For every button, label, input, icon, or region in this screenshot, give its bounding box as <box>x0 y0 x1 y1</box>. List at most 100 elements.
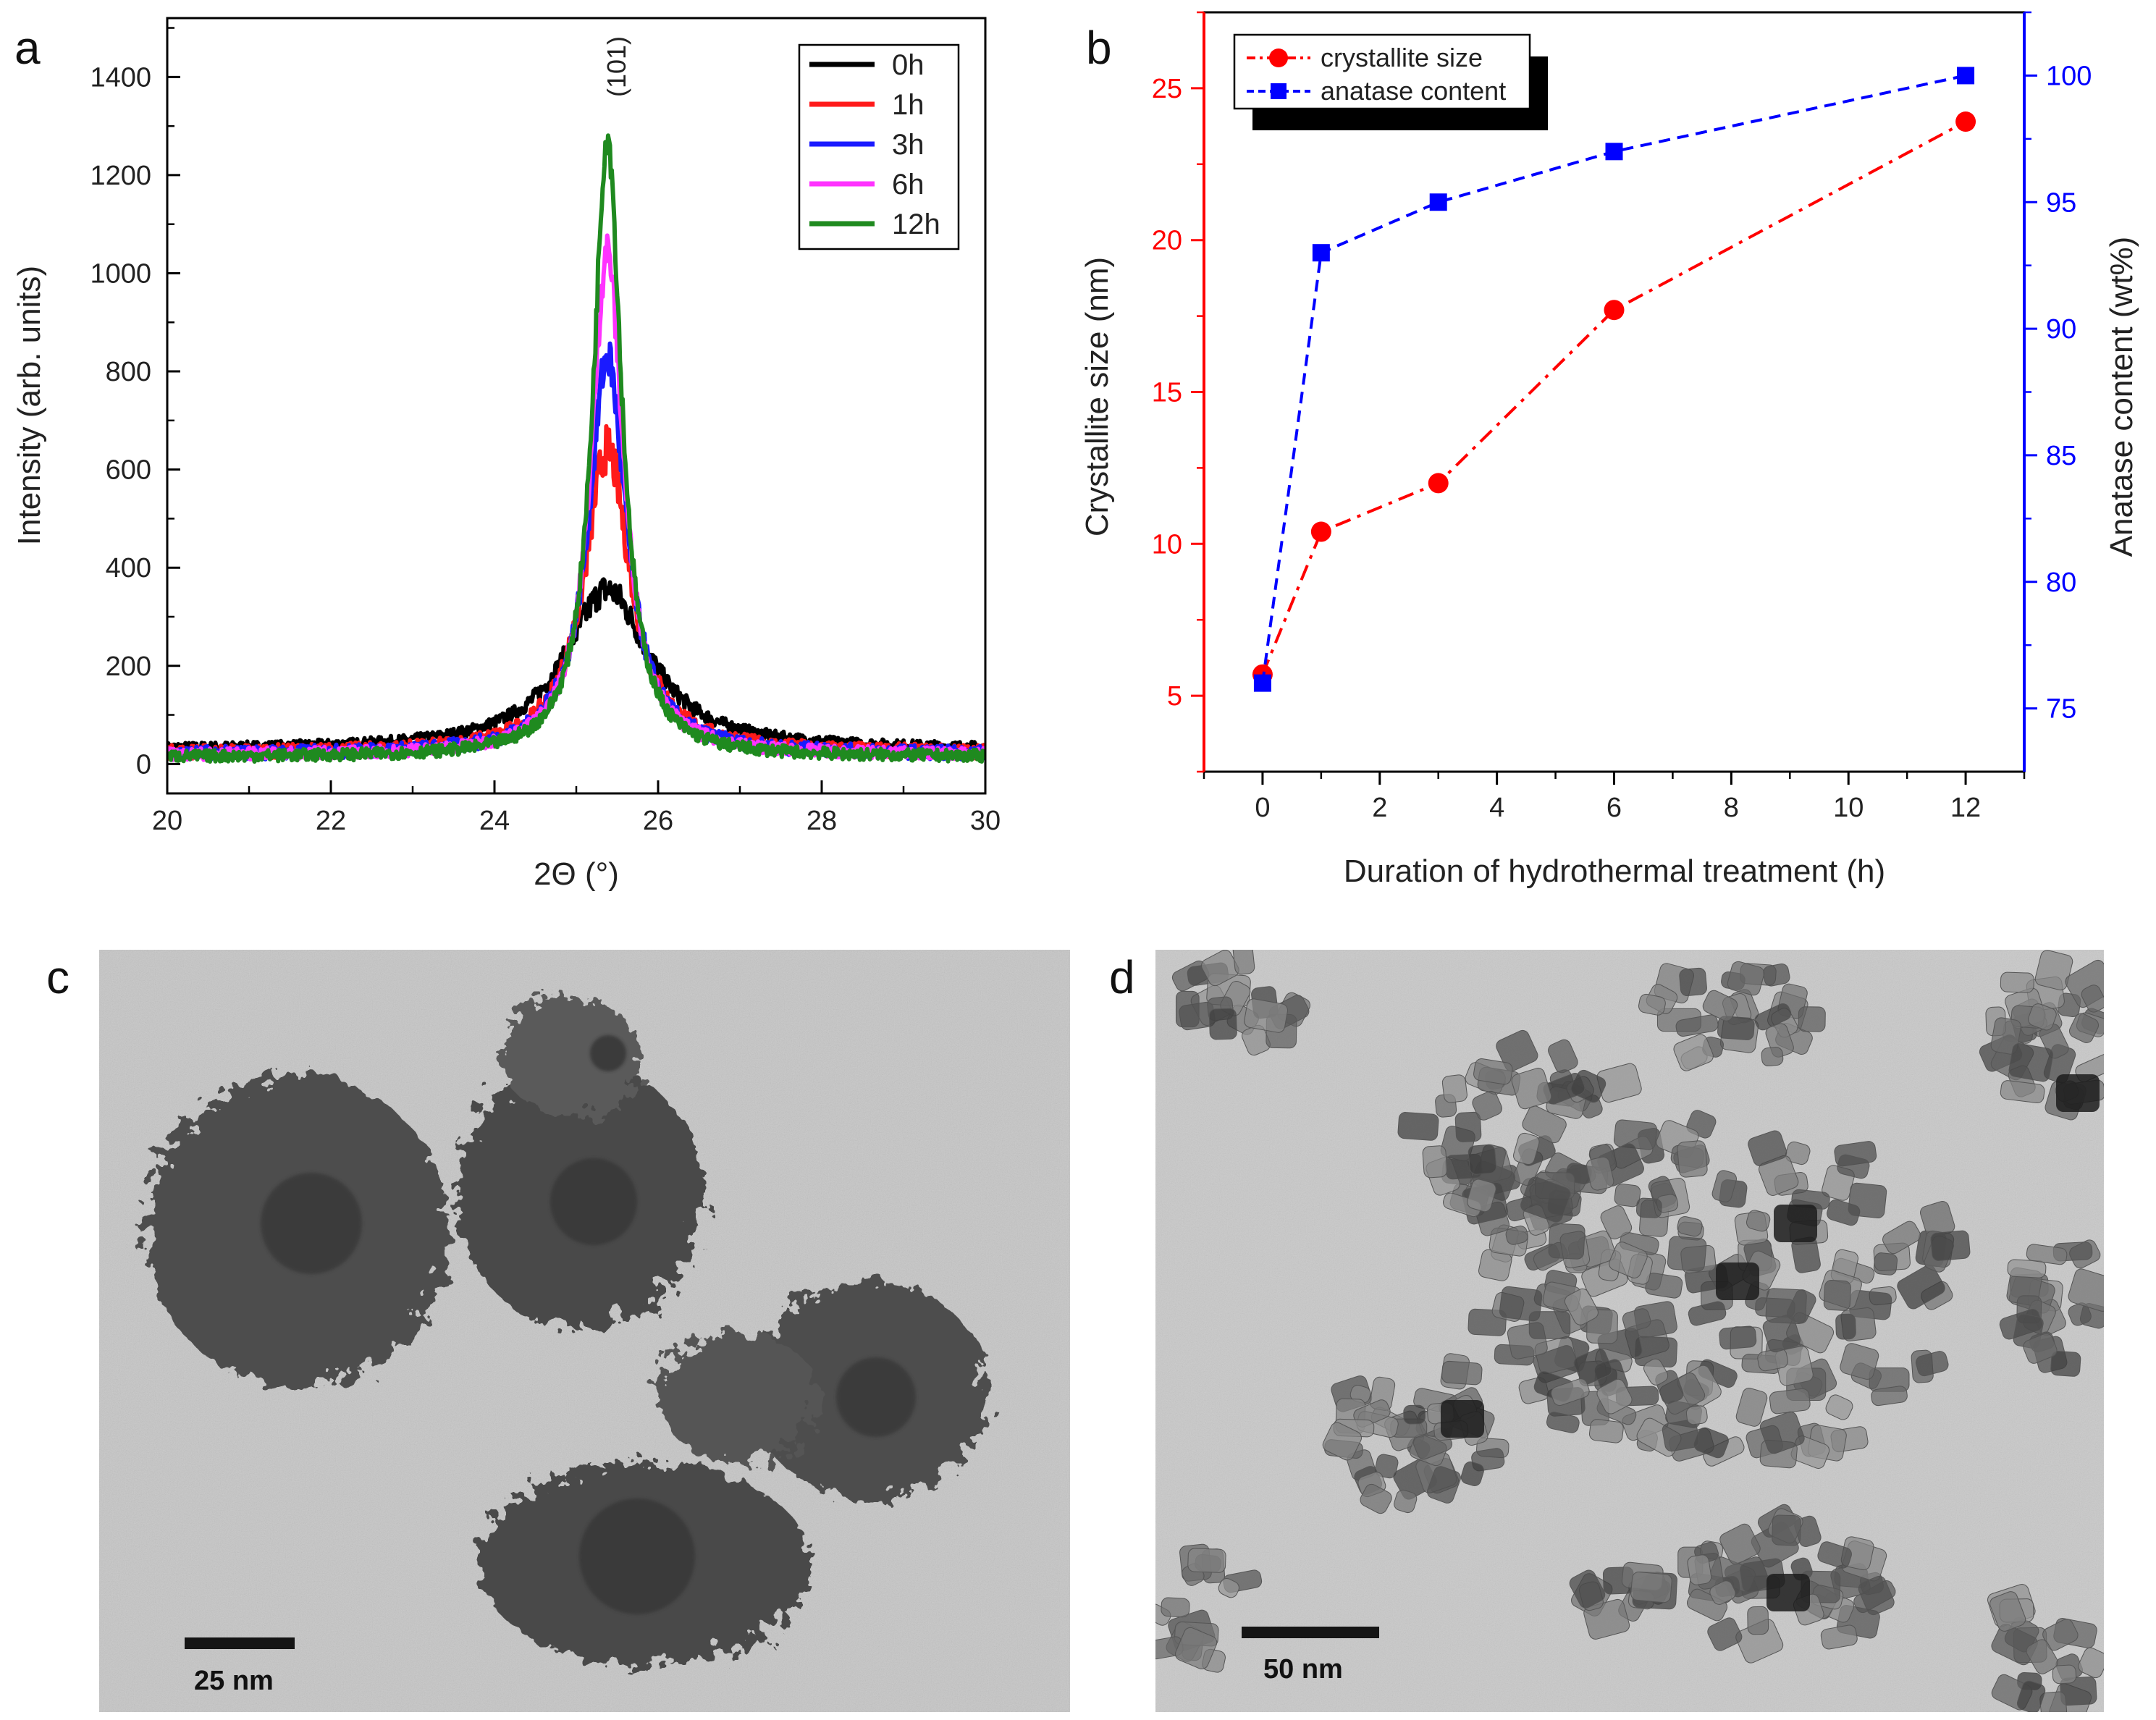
anatase-content-point <box>1312 244 1330 262</box>
nanoparticle <box>1823 1279 1851 1311</box>
tem-c-aggregates <box>145 995 988 1665</box>
nanoparticle <box>1569 1569 1606 1609</box>
nanoparticle <box>1161 1597 1190 1618</box>
nanoparticle <box>2000 971 2034 993</box>
x-tick-label: 2 <box>1372 793 1387 823</box>
nanoparticle <box>2034 950 2073 991</box>
nanoparticle <box>1551 1378 1590 1407</box>
nanoparticle <box>1622 1308 1651 1332</box>
nanoparticle <box>1858 1575 1895 1616</box>
nanoparticle <box>1735 1388 1768 1427</box>
legend-label: anatase content <box>1321 76 1506 106</box>
legend-label-0h: 0h <box>892 49 925 81</box>
panel-c-letter: c <box>46 951 70 1003</box>
tem-d-particles <box>1155 950 2104 1712</box>
anatase-content-point <box>1605 143 1623 161</box>
panel-b-x-ticks: 0 2 4 6 8 10 12 <box>1203 772 2026 823</box>
nanoparticle <box>1596 1378 1633 1415</box>
nanoparticle <box>1727 961 1765 996</box>
nanoparticle <box>1600 1205 1633 1240</box>
nanoparticle <box>1990 1017 2021 1055</box>
nanoparticle <box>1218 1577 1239 1598</box>
legend-marker-square <box>1271 83 1287 99</box>
nanoparticle <box>1208 1008 1237 1040</box>
nanoparticle-dark <box>1774 1205 1817 1242</box>
series-line-circle <box>1261 120 1967 675</box>
nanoparticle <box>1588 1419 1624 1443</box>
x-tick-label: 30 <box>970 806 1001 836</box>
nanoparticle <box>1520 1176 1571 1223</box>
nanoparticle <box>1548 1223 1586 1260</box>
nanoparticle <box>1820 1624 1858 1650</box>
nanoparticle <box>1522 1105 1567 1144</box>
nanoparticle <box>1460 1461 1484 1486</box>
nanoparticle <box>1930 1230 1971 1261</box>
nanoparticle <box>1915 1351 1949 1377</box>
nanoparticle <box>1513 1132 1540 1165</box>
scale-bar-d <box>1242 1627 1379 1638</box>
nanoparticle <box>1499 1286 1543 1322</box>
y-tick-label: 1000 <box>90 258 151 289</box>
nanoparticle-dark <box>1767 1574 1810 1611</box>
y-tick-label: 1400 <box>90 62 151 93</box>
y-tick-label: 1200 <box>90 161 151 191</box>
nanoparticle <box>2008 1042 2054 1082</box>
nanoparticle <box>2028 1003 2057 1031</box>
nanoparticle <box>1719 1325 1757 1350</box>
right-y-tick-label: 100 <box>2046 61 2092 91</box>
right-y-tick-label: 95 <box>2046 187 2076 218</box>
nanoparticle <box>1322 1422 1362 1461</box>
nanoparticle <box>1840 1343 1879 1380</box>
nanoparticle <box>1897 1265 1945 1310</box>
legend-label-12h: 12h <box>892 208 940 240</box>
y-tick-label: 800 <box>106 357 151 387</box>
y-tick-label: 400 <box>106 553 151 583</box>
panel-a-x-ticks: 20 22 24 26 28 30 <box>152 780 1001 836</box>
x-tick-label: 6 <box>1607 793 1622 823</box>
nanoparticle <box>1441 1360 1483 1386</box>
xrd-series-6h <box>167 233 985 762</box>
nanoparticle <box>2000 1080 2045 1103</box>
nanoparticle-dark <box>1716 1262 1759 1300</box>
nanoparticle <box>1817 1541 1852 1569</box>
nanoparticle-dark <box>2056 1074 2100 1112</box>
aggregate-top <box>503 995 641 1118</box>
nanoparticle <box>1761 1047 1784 1067</box>
nanoparticle <box>2023 1333 2058 1364</box>
y-tick-label: 0 <box>136 749 151 780</box>
panel-a-legend: 0h 1h 3h 6h 12h <box>798 43 960 250</box>
nanoparticle <box>1613 1119 1657 1150</box>
nanoparticle <box>1772 1514 1801 1546</box>
panel-b-left-y-axis-label: Crystallite size (nm) <box>1079 257 1115 536</box>
nanoparticle <box>2026 1639 2058 1674</box>
nanoparticle <box>2068 1013 2100 1043</box>
nanoparticle <box>1662 1419 1700 1452</box>
nanoparticle-dark <box>1441 1400 1484 1438</box>
nanoparticle <box>1673 1034 1714 1071</box>
nanoparticle <box>1397 1112 1439 1141</box>
panel-a-xrd-chart: a 20 22 24 26 28 30 0 200 400 600 800 1000 1200 1400… <box>12 17 1001 892</box>
nanoparticle <box>1511 1068 1552 1110</box>
nanoparticle <box>1677 1216 1703 1237</box>
right-y-tick-label: 75 <box>2046 694 2076 725</box>
panel-b-letter: b <box>1086 22 1112 74</box>
nanoparticle <box>1769 1388 1811 1415</box>
nanoparticle <box>2078 1647 2104 1679</box>
series-line-square <box>1260 74 1966 683</box>
nanoparticle <box>1473 1058 1513 1085</box>
x-tick-label: 22 <box>316 806 346 836</box>
x-tick-label: 0 <box>1255 793 1270 823</box>
panel-b-x-axis-label: Duration of hydrothermal treatment (h) <box>1344 853 1885 889</box>
xrd-curves <box>167 133 985 764</box>
x-tick-label: 28 <box>807 806 837 836</box>
nanoparticle <box>1403 1404 1426 1425</box>
nanoparticle <box>1711 1170 1738 1202</box>
peak-101-annotation: (101) <box>602 36 631 97</box>
nanoparticle <box>1873 1252 1898 1276</box>
nanoparticle <box>1467 1144 1497 1175</box>
nanoparticle <box>1505 1226 1528 1245</box>
anatase-content-point <box>1253 674 1271 692</box>
nanoparticle <box>1573 1348 1612 1385</box>
x-tick-label: 10 <box>1833 793 1864 823</box>
